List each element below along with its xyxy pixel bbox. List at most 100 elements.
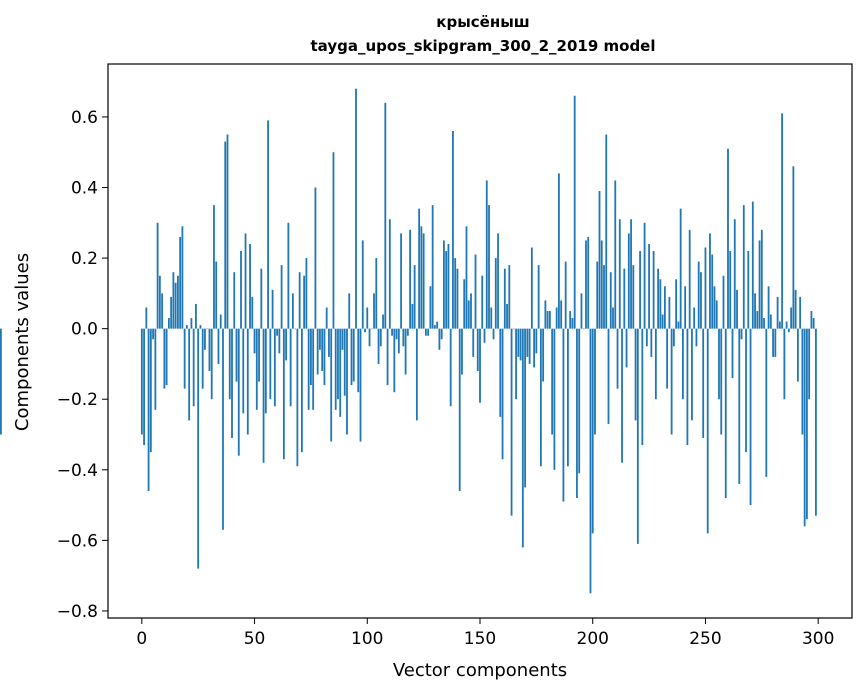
bar — [172, 272, 175, 329]
y-tick-label: −0.2 — [57, 390, 98, 410]
bar — [258, 328, 260, 382]
bar — [652, 251, 655, 329]
x-tick-label: 100 — [351, 629, 383, 649]
bar — [280, 265, 283, 329]
bar — [765, 328, 768, 477]
bar — [382, 314, 384, 329]
bar — [803, 328, 806, 527]
bar — [140, 328, 143, 435]
bar — [666, 328, 669, 389]
bar — [319, 328, 321, 350]
bar — [623, 268, 626, 329]
bar — [650, 328, 653, 357]
bar — [170, 296, 173, 329]
bar — [434, 325, 436, 329]
bar — [747, 251, 750, 329]
bar — [341, 328, 344, 350]
bar — [585, 240, 587, 329]
bar — [731, 328, 734, 379]
y-axis-label: Components values — [12, 253, 33, 431]
bar — [483, 328, 486, 343]
bar — [377, 328, 380, 364]
bar — [537, 265, 540, 329]
bar — [339, 328, 342, 417]
bar — [587, 236, 590, 329]
bar — [553, 328, 556, 470]
bar — [781, 113, 784, 329]
bar — [176, 275, 179, 329]
bar — [361, 240, 364, 329]
bar — [291, 293, 294, 329]
x-axis-label: Vector components — [393, 660, 567, 681]
bar — [147, 328, 150, 491]
bar — [639, 251, 641, 329]
bar — [163, 328, 166, 389]
bar — [594, 328, 596, 435]
bar — [634, 328, 637, 421]
bar — [709, 233, 711, 329]
bar — [337, 328, 339, 400]
bar — [621, 328, 623, 463]
bar — [627, 233, 630, 329]
bar — [397, 328, 400, 354]
bar — [528, 328, 531, 364]
bar — [190, 318, 193, 329]
bar — [711, 254, 714, 329]
bar — [654, 328, 657, 400]
bar — [718, 328, 720, 400]
bar — [625, 328, 628, 368]
bar — [682, 328, 684, 400]
bar — [792, 166, 795, 329]
bar — [222, 328, 224, 530]
bar — [192, 328, 195, 407]
bar — [616, 328, 619, 389]
bar — [713, 286, 716, 329]
bar — [395, 328, 398, 340]
bar — [515, 328, 517, 400]
y-tick-label: 0.4 — [71, 179, 98, 199]
bar — [801, 328, 804, 435]
bar — [722, 275, 725, 329]
bar — [727, 148, 729, 329]
bar — [521, 328, 524, 548]
bar — [598, 191, 601, 329]
x-tick-label: 0 — [136, 629, 147, 649]
bar — [228, 328, 231, 400]
bar — [790, 307, 793, 329]
bar — [449, 328, 452, 407]
bar — [474, 254, 477, 329]
chart-title: крысёныш — [436, 13, 529, 31]
bar — [215, 261, 218, 329]
bar — [201, 328, 204, 389]
bar — [285, 328, 288, 361]
bar — [310, 328, 312, 386]
bar — [614, 180, 617, 329]
bar — [533, 328, 536, 368]
bar — [307, 328, 310, 410]
bar — [470, 293, 472, 329]
bar — [368, 328, 371, 347]
bar — [501, 328, 504, 460]
bar — [535, 328, 538, 354]
bar — [161, 293, 164, 329]
bar — [235, 328, 238, 382]
y-tick-label: 0.2 — [71, 249, 98, 269]
bar — [700, 272, 702, 329]
bar — [679, 208, 682, 329]
bar — [249, 243, 251, 329]
bar — [271, 289, 274, 329]
bar — [217, 328, 220, 364]
bar — [643, 222, 646, 329]
bar — [558, 173, 560, 329]
bar — [472, 328, 475, 357]
bar — [510, 328, 513, 516]
bar — [758, 240, 761, 329]
bar — [233, 272, 236, 329]
x-tick-label: 150 — [464, 629, 496, 649]
bar — [226, 134, 229, 329]
bar — [636, 328, 639, 544]
bar — [418, 208, 421, 329]
bar — [769, 314, 772, 329]
bar — [542, 328, 545, 382]
